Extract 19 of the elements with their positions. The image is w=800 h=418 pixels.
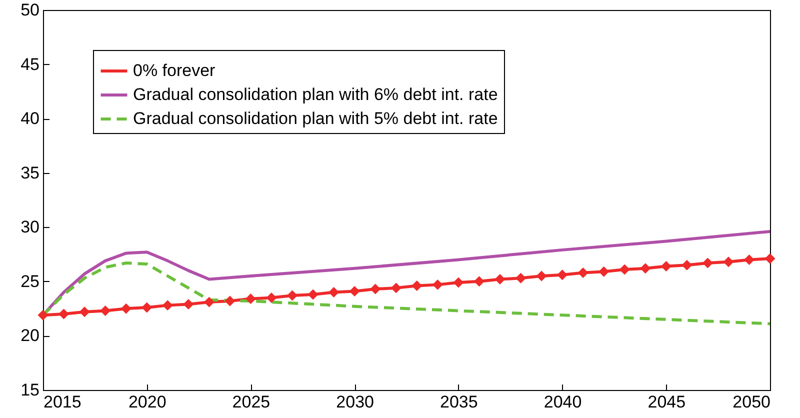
x-tick-label: 2015	[44, 392, 82, 412]
y-tick-label: 40	[20, 109, 40, 128]
x-tick-label: 2035	[440, 392, 478, 412]
y-tick-label: 20	[20, 326, 40, 346]
y-tick-label: 35	[20, 163, 40, 182]
x-tick-label: 2040	[544, 392, 582, 412]
y-tick-label: 45	[20, 54, 40, 74]
y-tick-label: 15	[20, 380, 40, 400]
legend-label: 0% forever	[133, 61, 216, 80]
legend-label: Gradual consolidation plan with 6% debt int. rate	[133, 85, 498, 104]
x-tick-label: 2020	[128, 392, 166, 412]
legend-label: Gradual consolidation plan with 5% debt int. rate	[133, 109, 498, 128]
y-tick-label: 25	[20, 272, 40, 291]
y-tick-label: 50	[20, 0, 40, 20]
x-tick-label: 2050	[732, 392, 770, 412]
x-tick-label: 2045	[648, 392, 686, 412]
y-tick-label: 30	[20, 218, 40, 237]
x-tick-label: 2025	[232, 392, 270, 412]
x-tick-label: 2030	[336, 392, 374, 412]
